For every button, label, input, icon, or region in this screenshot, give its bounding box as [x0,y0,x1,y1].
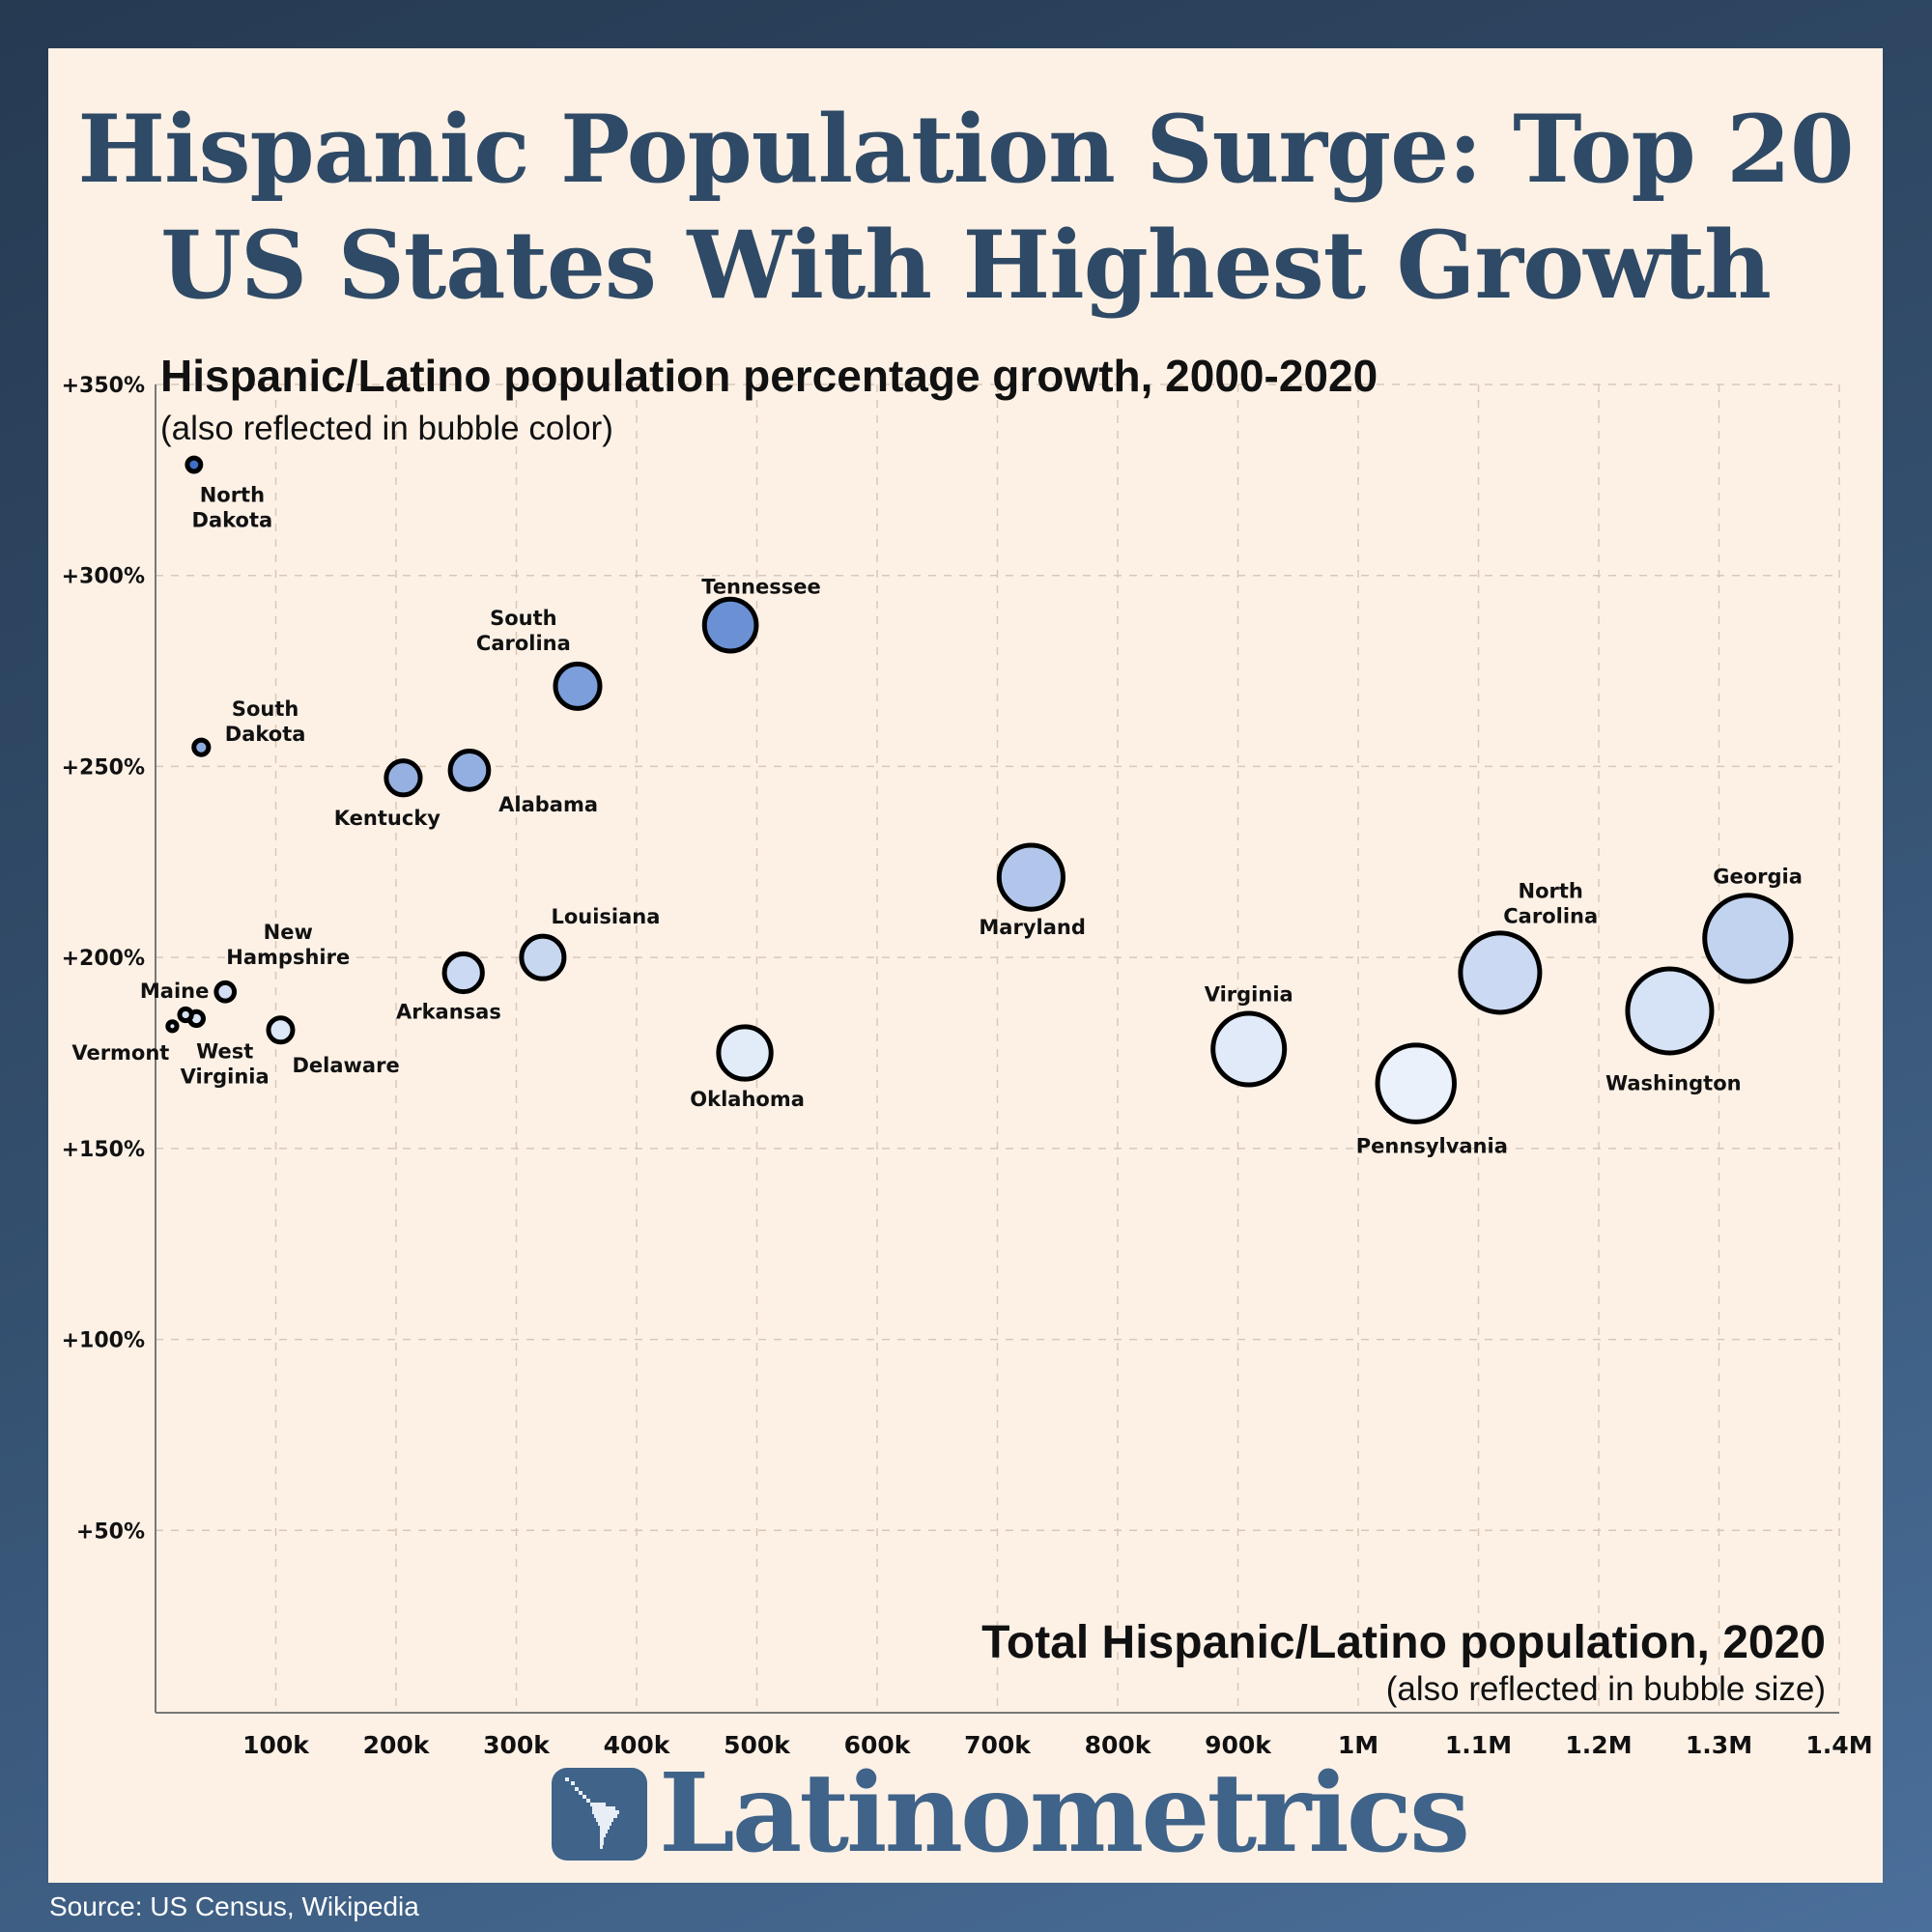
bubble-alabama [447,749,492,792]
x-tick-label: 800k [1085,1731,1152,1759]
bubble-virginia [1210,1010,1288,1088]
point-label-line: Dakota [225,723,306,746]
point-label: Louisiana [551,905,660,928]
bubble-oklahoma [716,1024,774,1082]
x-tick-label: 1.2M [1565,1731,1632,1759]
point-label: Pennsylvania [1356,1134,1508,1157]
point-label: Delaware [292,1054,399,1077]
x-axis-title: Total Hispanic/Latino population, 2020 [981,1617,1826,1668]
bubble-pennsylvania [1375,1042,1457,1124]
point-label: Oklahoma [690,1088,805,1111]
bubble-new-hampshire [213,980,238,1004]
point-label: Maryland [979,916,1085,939]
x-axis-note: (also reflected in bubble size) [1386,1670,1826,1708]
point-label: Virginia [1205,983,1293,1007]
bubble-washington [1625,966,1715,1056]
point-label-line: North [200,484,265,507]
title-line-2: US States With Highest Growth [160,211,1772,320]
point-label: Tennessee [701,575,820,598]
point-label-line: North [1519,880,1583,903]
source-note: Source: US Census, Wikipedia [49,1891,419,1921]
point-label: Arkansas [396,1001,501,1024]
point-label: Maine [140,980,209,1003]
y-tick-label: +100% [62,1329,145,1353]
x-tick-label: 700k [964,1731,1032,1759]
point-label: Vermont [71,1041,169,1065]
x-tick-label: 500k [724,1731,791,1759]
bubble-maryland [996,842,1065,912]
point-label-line: Hampshire [226,946,350,969]
point-label-line: West [196,1040,253,1064]
x-tick-label: 1M [1338,1731,1378,1759]
point-label: Kentucky [334,807,440,830]
point-label: North Carolina [1503,880,1598,928]
x-tick-label: 1.4M [1805,1731,1872,1759]
point-label: Washington [1605,1071,1742,1094]
bubble-kentucky [384,758,423,798]
point-label: West Virginia [181,1040,270,1089]
bubble-vermont [165,1019,180,1034]
point-label-line: New [264,921,313,944]
point-label-line: Carolina [476,632,571,655]
point-label-line: Carolina [1503,905,1598,928]
bubble-tennessee [701,596,759,654]
bubble-north-dakota [185,455,204,474]
point-label: South Dakota [225,697,306,746]
y-tick-label: +50% [76,1520,145,1544]
title-line-1: Hispanic Population Surge: Top 20 [77,95,1854,204]
x-tick-label: 200k [363,1731,431,1759]
x-tick-label: 300k [483,1731,551,1759]
y-axis-title: Hispanic/Latino population percentage gr… [160,351,1378,401]
point-label: New Hampshire [226,921,350,969]
bubble-south-dakota [191,737,212,757]
x-tick-label: 600k [844,1731,912,1759]
x-tick-label: 900k [1205,1731,1272,1759]
brand-logo: Latinometrics [659,1750,1470,1877]
point-label-line: Virginia [181,1065,270,1089]
bubble-georgia [1702,893,1794,984]
y-axis-note: (also reflected in bubble color) [160,410,613,447]
point-label: Georgia [1713,865,1803,888]
point-label-line: South [490,607,557,630]
bubble-louisiana [519,933,567,981]
y-tick-label: +300% [62,565,145,589]
bubble-delaware [266,1015,296,1045]
x-tick-label: 400k [604,1731,671,1759]
point-label-line: South [232,697,299,721]
x-tick-label: 1.1M [1445,1731,1512,1759]
x-tick-label: 100k [242,1731,310,1759]
point-label: South Carolina [476,607,571,655]
x-tick-label: 1.3M [1686,1731,1752,1759]
y-tick-label: +350% [62,374,145,398]
point-label: Alabama [498,793,598,816]
bubble-north-carolina [1458,930,1543,1015]
point-label-line: Dakota [192,509,273,532]
point-label: North Dakota [192,484,273,532]
latin-america-map-icon [552,1768,647,1861]
y-tick-label: +150% [62,1138,145,1162]
y-tick-label: +250% [62,755,145,780]
chart-panel [48,48,1883,1883]
bubble-arkansas [441,951,485,995]
y-tick-label: +200% [62,947,145,971]
bubble-south-carolina [553,661,603,711]
bubble-maine [177,1006,194,1024]
